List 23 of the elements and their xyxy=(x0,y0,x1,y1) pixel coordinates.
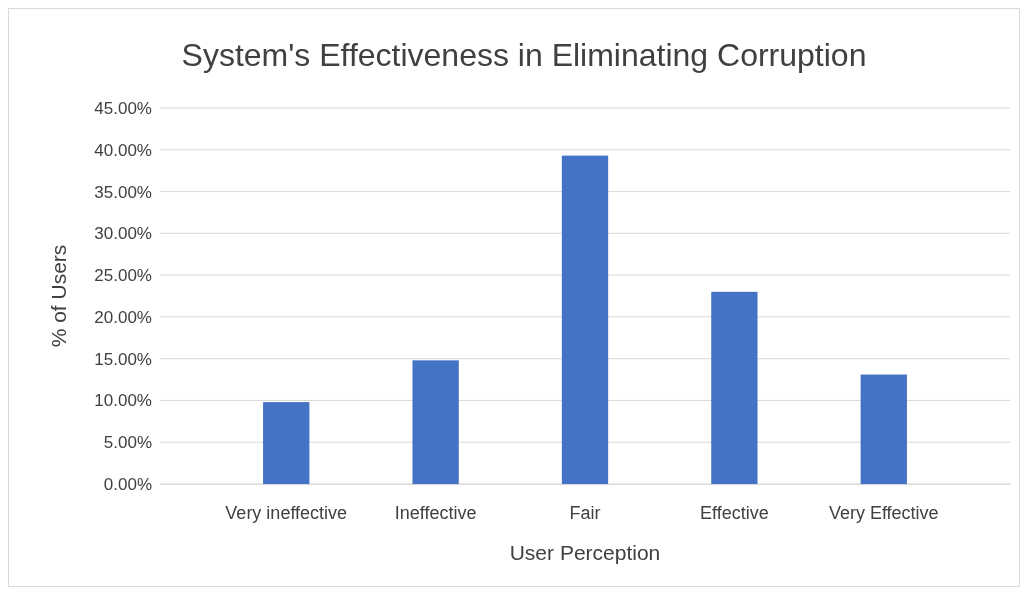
y-tick-label: 45.00% xyxy=(94,98,152,118)
bar xyxy=(412,360,459,484)
x-axis-title: User Perception xyxy=(509,541,661,564)
y-tick-label: 20.00% xyxy=(94,307,152,327)
y-axis-title: % of Users xyxy=(47,244,70,348)
bar xyxy=(711,291,758,484)
x-tick-label: Fair xyxy=(569,502,601,523)
y-tick-label: 15.00% xyxy=(94,349,152,369)
y-tick-label: 30.00% xyxy=(94,224,152,244)
bar xyxy=(263,402,310,484)
x-tick-label: Effective xyxy=(700,502,769,523)
y-tick-label: 0.00% xyxy=(103,474,152,494)
x-tick-label: Very Effective xyxy=(828,502,939,523)
y-tick-label: 10.00% xyxy=(94,391,152,411)
y-tick-label: 40.00% xyxy=(94,140,152,160)
x-tick-label: Very ineffective xyxy=(225,502,348,523)
x-tick-label: Ineffective xyxy=(394,502,477,523)
y-tick-label: 5.00% xyxy=(103,433,152,453)
bar xyxy=(561,155,609,484)
y-tick-label: 25.00% xyxy=(94,266,152,286)
y-tick-label: 35.00% xyxy=(94,182,152,202)
chart-title: System's Effectiveness in Eliminating Corruption xyxy=(181,37,867,73)
bar xyxy=(860,374,907,484)
